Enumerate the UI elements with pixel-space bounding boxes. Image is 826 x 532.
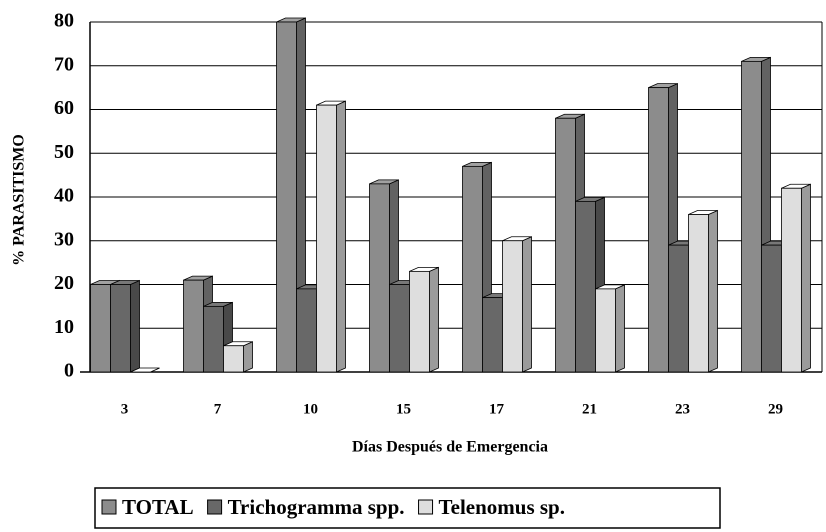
bar bbox=[389, 284, 410, 373]
bar bbox=[316, 104, 337, 373]
x-tick-label: 3 bbox=[121, 401, 129, 417]
bar-side bbox=[522, 236, 532, 373]
bar bbox=[668, 244, 689, 373]
legend-label: Trichogramma spp. bbox=[228, 495, 405, 519]
y-tick-label: 70 bbox=[54, 53, 74, 75]
bar bbox=[482, 297, 503, 373]
bar bbox=[761, 244, 782, 373]
bar bbox=[276, 21, 297, 373]
legend-swatch bbox=[418, 499, 434, 515]
bar-side bbox=[801, 183, 811, 373]
bar bbox=[203, 305, 224, 373]
x-tick-label: 15 bbox=[396, 401, 411, 417]
bar-top bbox=[130, 367, 160, 373]
legend-box bbox=[94, 487, 721, 529]
x-tick-label: 29 bbox=[768, 401, 783, 417]
y-tick-label: 10 bbox=[54, 316, 74, 338]
bar-side bbox=[615, 284, 625, 373]
bar bbox=[409, 270, 430, 373]
legend-label: TOTAL bbox=[122, 495, 194, 519]
bar bbox=[648, 87, 669, 373]
legend-swatch bbox=[101, 499, 117, 515]
y-tick-label: 80 bbox=[54, 10, 74, 32]
bar bbox=[110, 284, 131, 373]
bar bbox=[595, 288, 616, 373]
x-tick-label: 21 bbox=[582, 401, 597, 417]
legend-label: Telenomus sp. bbox=[439, 495, 565, 519]
bar bbox=[741, 60, 762, 373]
bar bbox=[502, 240, 523, 373]
y-tick-label: 30 bbox=[54, 228, 74, 250]
x-tick-label: 7 bbox=[214, 401, 222, 417]
y-tick-label: 40 bbox=[54, 185, 74, 207]
y-tick-label: 20 bbox=[54, 272, 74, 294]
bar bbox=[462, 165, 483, 373]
y-tick-label: 0 bbox=[64, 360, 74, 382]
bar-side bbox=[708, 209, 718, 373]
y-axis-label: % PARASITISMO bbox=[11, 134, 28, 266]
x-tick-label: 23 bbox=[675, 401, 690, 417]
bar-side bbox=[130, 279, 140, 373]
x-tick-label: 17 bbox=[489, 401, 505, 417]
bar bbox=[90, 284, 111, 373]
bar-side bbox=[429, 266, 439, 373]
bar bbox=[575, 200, 596, 373]
bar bbox=[781, 187, 802, 373]
y-tick-label: 50 bbox=[54, 141, 74, 163]
bar bbox=[183, 279, 204, 373]
bar bbox=[555, 117, 576, 373]
bar bbox=[688, 214, 709, 373]
bar-side bbox=[336, 100, 346, 373]
bar bbox=[296, 288, 317, 373]
legend-swatch bbox=[207, 499, 223, 515]
bar bbox=[223, 345, 244, 373]
x-tick-label: 10 bbox=[303, 401, 318, 417]
x-axis-label: Días Después de Emergencia bbox=[352, 439, 548, 456]
bar-side bbox=[243, 341, 253, 373]
y-tick-label: 60 bbox=[54, 97, 74, 119]
bar bbox=[369, 183, 390, 373]
